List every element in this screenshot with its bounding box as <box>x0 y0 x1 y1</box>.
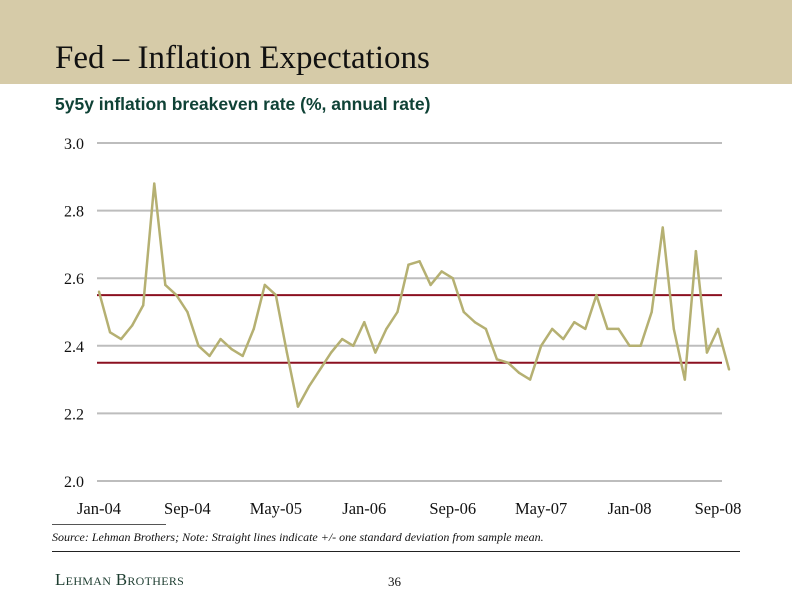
data-point <box>385 327 388 331</box>
data-point <box>462 310 465 314</box>
data-point <box>484 327 488 331</box>
source-note: Source: Lehman Brothers; Note: Straight … <box>52 530 544 544</box>
x-tick-label: Jan-08 <box>608 499 652 518</box>
data-point <box>506 361 510 364</box>
x-tick-label: Sep-08 <box>695 499 742 518</box>
x-tick-label: Sep-06 <box>429 499 476 518</box>
data-point <box>727 368 731 371</box>
data-point <box>108 331 112 334</box>
data-point <box>716 327 720 331</box>
y-tick-label: 2.2 <box>64 406 84 423</box>
data-point <box>130 324 134 327</box>
data-point <box>307 385 311 388</box>
data-point <box>595 293 598 297</box>
x-tick-label: Sep-04 <box>164 499 211 518</box>
data-point <box>142 304 145 307</box>
data-point <box>197 344 200 347</box>
data-point <box>451 277 454 280</box>
x-tick-label: May-07 <box>515 499 567 518</box>
data-point <box>119 337 123 341</box>
footer-divider <box>52 551 740 552</box>
lehman-brothers-logo: Lehman Brothers <box>55 570 185 589</box>
data-point <box>97 290 101 293</box>
data-point <box>407 263 410 266</box>
data-point <box>683 378 687 381</box>
y-tick-label: 3.0 <box>64 136 84 153</box>
data-point <box>705 351 709 354</box>
page-number: 36 <box>388 574 401 589</box>
data-point <box>650 310 653 314</box>
data-point <box>186 310 189 314</box>
data-point <box>296 405 300 408</box>
data-point <box>495 358 499 361</box>
title-bar <box>0 0 792 84</box>
data-point <box>429 283 432 287</box>
data-point <box>639 344 642 347</box>
data-point <box>628 344 631 347</box>
data-point <box>584 327 587 331</box>
data-point <box>164 283 167 287</box>
data-point <box>352 344 355 347</box>
data-point <box>153 182 156 185</box>
page-title: Fed – Inflation Expectations <box>55 40 430 76</box>
line-chart: 3.0 2.8 2.6 2.4 2.2 2.0 Jan-04 Sep-04 May-05 Jan… <box>64 136 742 518</box>
data-point <box>617 327 620 331</box>
y-tick-label: 2.8 <box>64 204 84 221</box>
data-point <box>473 320 477 324</box>
series-line <box>97 182 731 408</box>
chart-title: 5y5y inflation breakeven rate (%, annual… <box>55 94 431 114</box>
data-point <box>528 378 532 381</box>
x-tick-label: May-05 <box>250 499 302 518</box>
x-tick-label: Jan-06 <box>342 499 386 518</box>
y-tick-label: 2.6 <box>64 271 84 288</box>
data-point <box>694 249 698 253</box>
y-tick-label: 2.4 <box>64 339 84 356</box>
data-point <box>318 368 322 371</box>
data-point <box>661 226 664 229</box>
data-point <box>562 337 565 341</box>
data-point <box>550 327 554 331</box>
data-point <box>440 270 443 273</box>
data-point <box>175 293 178 297</box>
footnote-rule <box>52 524 166 525</box>
y-tick-label: 2.0 <box>64 474 84 491</box>
data-point <box>252 327 255 331</box>
data-point <box>241 354 244 358</box>
data-point <box>418 260 421 263</box>
data-point <box>263 283 267 287</box>
data-point <box>340 337 344 341</box>
data-point <box>606 327 609 331</box>
data-point <box>539 344 543 347</box>
data-point <box>363 320 366 324</box>
data-point <box>329 351 333 354</box>
data-point <box>274 293 278 297</box>
data-point <box>230 347 233 351</box>
data-point <box>285 351 289 354</box>
data-point <box>219 337 222 341</box>
data-point <box>374 351 377 354</box>
data-point <box>208 354 211 358</box>
data-point <box>396 310 399 314</box>
data-point <box>672 327 675 331</box>
x-tick-label: Jan-04 <box>77 499 121 518</box>
data-point <box>573 320 576 324</box>
data-point <box>517 371 521 375</box>
